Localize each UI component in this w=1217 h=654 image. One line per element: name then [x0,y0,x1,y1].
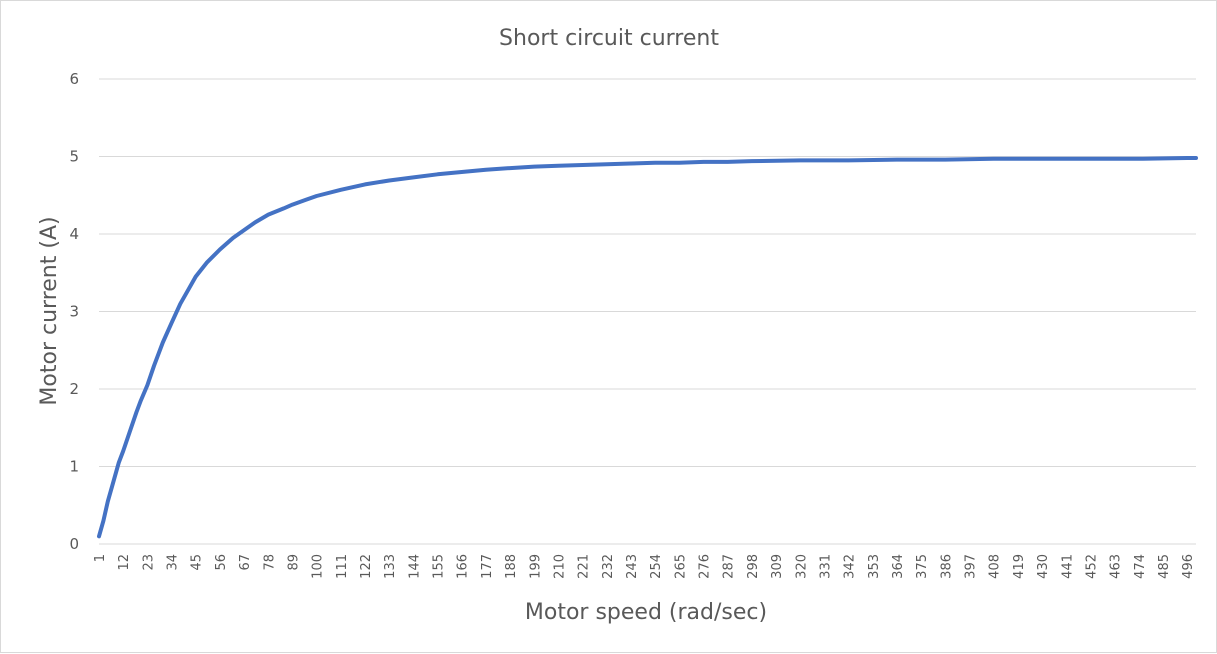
y-tick-label: 2 [69,380,79,398]
x-tick-label: 177 [480,554,495,579]
x-tick-label: 496 [1181,554,1196,579]
x-tick-label: 342 [843,554,858,579]
x-tick-label: 166 [456,554,471,579]
x-tick-label: 287 [722,554,737,579]
x-tick-label: 122 [359,554,374,579]
x-tick-label: 375 [915,554,930,579]
x-tick-label: 188 [504,554,519,579]
x-tick-labels: 1 12 23 34 45 56 67 78 89 100 111 122 133 144 155 166 17… [93,554,1196,579]
x-tick-label: 56 [214,554,229,571]
x-axis-title: Motor speed (rad/sec) [525,600,767,625]
x-tick-label: 1 [93,554,108,562]
x-tick-label: 12 [117,554,132,571]
x-tick-label: 309 [770,554,785,579]
y-tick-labels: 0 1 2 3 4 5 6 [69,70,79,553]
x-tick-label: 430 [1036,554,1051,579]
x-tick-label: 397 [964,554,979,579]
x-tick-label: 254 [649,554,664,579]
x-tick-label: 265 [673,554,688,579]
y-tick-label: 3 [69,303,79,321]
x-tick-label: 78 [262,554,277,571]
x-tick-label: 408 [988,554,1003,579]
x-tick-label: 364 [891,554,906,579]
x-tick-label: 452 [1084,554,1099,579]
x-tick-label: 232 [601,554,616,579]
x-tick-label: 67 [238,554,253,571]
y-tick-label: 5 [69,148,79,166]
x-tick-label: 353 [867,554,882,579]
x-tick-label: 155 [432,554,447,579]
x-tick-label: 144 [407,554,422,579]
x-tick-label: 221 [577,554,592,579]
y-tick-label: 1 [69,458,79,476]
x-tick-label: 133 [383,554,398,579]
chart-title: Short circuit current [499,26,719,51]
series-layer [97,156,1198,539]
x-tick-label: 111 [335,554,350,579]
gridlines [99,78,1196,545]
x-tick-label: 100 [311,554,326,579]
x-tick-label: 331 [818,554,833,579]
y-axis-title: Motor current (A) [37,216,62,405]
y-tick-label: 0 [69,535,79,553]
x-tick-label: 89 [286,554,301,571]
x-tick-label: 441 [1060,554,1075,579]
x-tick-label: 34 [166,554,181,571]
x-tick-label: 210 [552,554,567,579]
x-tick-label: 463 [1109,554,1124,579]
x-tick-label: 199 [528,554,543,579]
x-tick-label: 45 [190,554,205,571]
x-tick-label: 419 [1012,554,1027,579]
x-tick-label: 485 [1157,554,1172,579]
x-tick-label: 23 [141,554,156,571]
series-line-0 [97,156,1198,539]
x-tick-label: 474 [1133,554,1148,579]
x-tick-label: 320 [794,554,809,579]
y-tick-label: 4 [69,225,79,243]
x-tick-label: 386 [939,554,954,579]
x-tick-label: 276 [698,554,713,579]
x-tick-label: 298 [746,554,761,579]
x-tick-label: 243 [625,554,640,579]
y-tick-label: 6 [69,70,79,88]
